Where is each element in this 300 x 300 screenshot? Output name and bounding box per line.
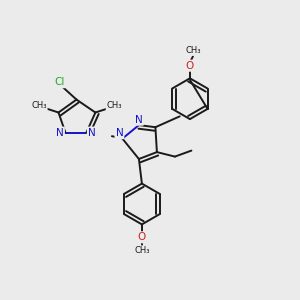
- Text: N: N: [88, 128, 96, 138]
- Text: CH₃: CH₃: [134, 246, 150, 255]
- Text: Cl: Cl: [54, 77, 64, 87]
- Text: N: N: [116, 128, 123, 138]
- Text: CH₃: CH₃: [106, 101, 122, 110]
- Text: O: O: [138, 232, 146, 242]
- Text: CH₃: CH₃: [31, 101, 47, 110]
- Text: O: O: [186, 61, 194, 71]
- Text: CH₃: CH₃: [186, 46, 201, 55]
- Text: N: N: [135, 115, 143, 125]
- Text: N: N: [56, 128, 64, 138]
